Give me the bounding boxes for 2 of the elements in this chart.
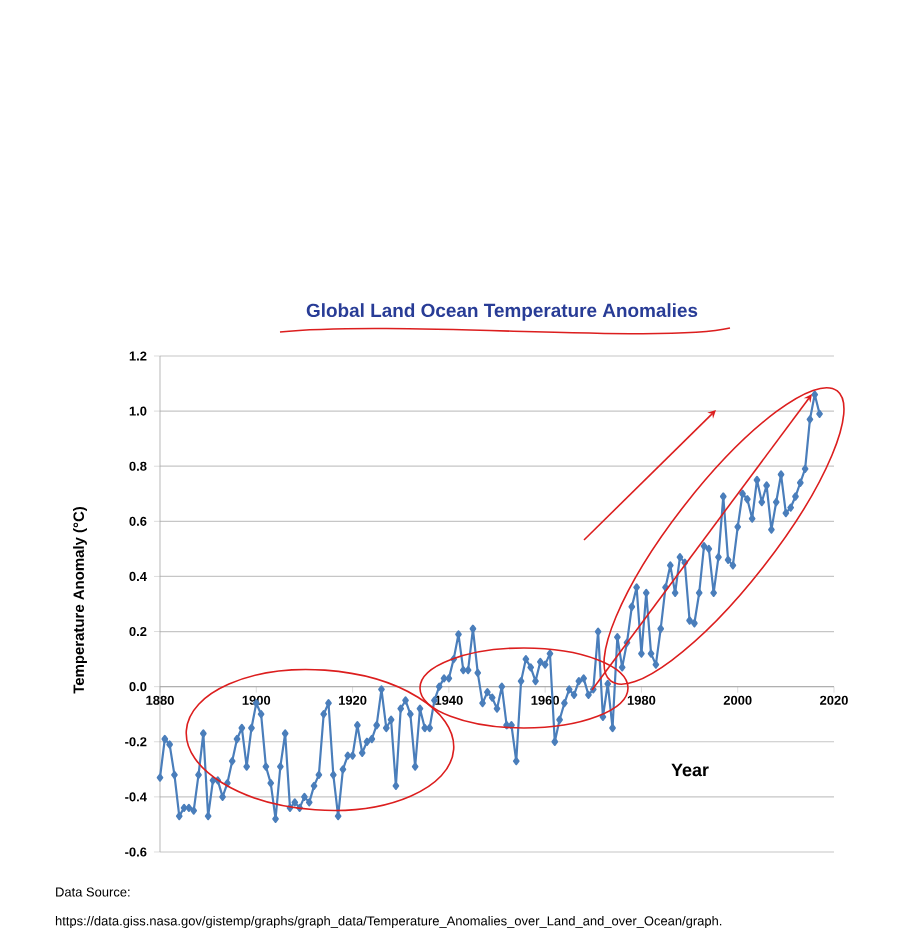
chart-title: Global Land Ocean Temperature Anomalies xyxy=(306,303,698,321)
x-axis-title: Year xyxy=(671,763,709,777)
